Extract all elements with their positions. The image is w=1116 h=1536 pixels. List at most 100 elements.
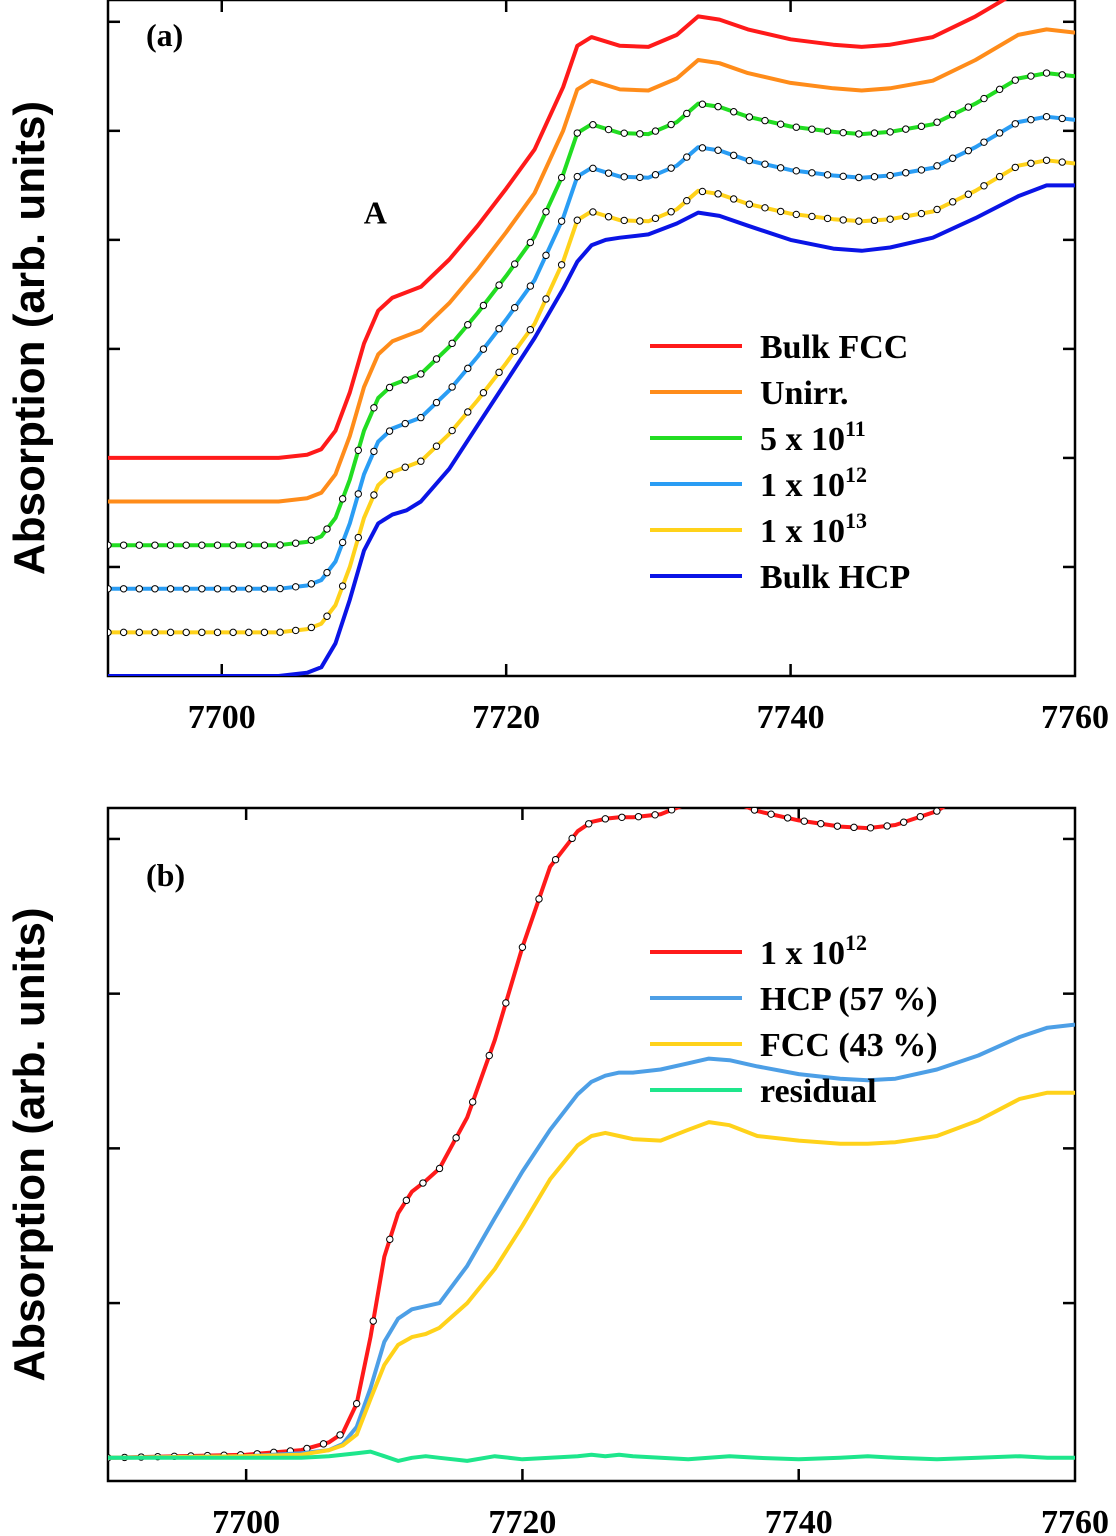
fit-marker xyxy=(108,585,112,593)
fit-marker xyxy=(783,814,792,822)
fit-marker xyxy=(495,368,503,377)
legend-label: residual xyxy=(760,1073,877,1110)
series-line-2 xyxy=(108,71,1075,548)
fit-marker xyxy=(573,216,581,224)
fit-marker xyxy=(417,370,425,378)
fit-marker xyxy=(792,123,800,131)
plot-frame xyxy=(106,0,1077,678)
fit-marker xyxy=(933,118,941,126)
fit-marker xyxy=(276,584,284,593)
fit-marker xyxy=(839,172,847,181)
fit-marker xyxy=(1011,163,1019,172)
fit-marker xyxy=(432,442,441,450)
fit-marker xyxy=(336,1431,344,1439)
x-tick-label: 7700 xyxy=(212,1504,280,1536)
panel-label: (a) xyxy=(146,17,183,53)
fit-marker xyxy=(370,447,378,456)
fit-marker xyxy=(902,212,910,221)
fit-marker xyxy=(980,182,988,190)
fit-marker xyxy=(432,398,441,407)
fit-marker xyxy=(1058,158,1066,166)
fit-marker xyxy=(401,376,409,384)
fit-marker xyxy=(589,121,597,129)
fit-marker xyxy=(573,129,581,137)
fit-marker xyxy=(745,200,754,208)
fit-marker xyxy=(135,585,143,593)
fit-marker xyxy=(604,125,613,134)
fit-marker xyxy=(917,122,926,131)
fit-marker xyxy=(542,208,550,216)
fit-marker xyxy=(995,172,1004,181)
fit-marker xyxy=(750,808,759,814)
fit-marker xyxy=(166,628,175,637)
fit-marker xyxy=(1027,159,1035,167)
plot-area xyxy=(108,0,1075,676)
fit-marker xyxy=(401,463,409,471)
fit-marker xyxy=(468,1098,477,1106)
fit-marker xyxy=(495,325,503,333)
fit-marker xyxy=(452,1134,460,1142)
fit-marker xyxy=(589,164,597,173)
x-tick-label: 7700 xyxy=(188,699,256,736)
fit-marker xyxy=(166,585,175,593)
fit-marker xyxy=(714,146,722,154)
fit-marker xyxy=(448,426,456,435)
fit-marker xyxy=(370,491,378,499)
fit-marker xyxy=(245,541,253,549)
fit-marker xyxy=(800,817,808,825)
fit-marker xyxy=(823,171,832,179)
fit-marker xyxy=(108,541,112,549)
fit-marker xyxy=(245,585,253,593)
fit-marker xyxy=(902,125,910,133)
fit-marker xyxy=(967,787,973,793)
fit-marker xyxy=(479,389,488,397)
fit-marker xyxy=(354,490,362,498)
fit-marker xyxy=(1027,115,1035,124)
fit-marker xyxy=(917,166,926,174)
fit-marker xyxy=(683,109,691,118)
fit-marker xyxy=(730,195,738,203)
fit-marker xyxy=(886,128,894,136)
series-line-4 xyxy=(108,158,1075,635)
panel-b: 7700 7720 7740 7760 Absorption (arb. units) (… xyxy=(5,750,1109,1536)
fit-marker xyxy=(589,208,597,216)
fit-marker xyxy=(745,156,754,165)
fit-marker xyxy=(761,160,769,168)
x-tick-label: 7760 xyxy=(1041,699,1109,736)
fit-marker xyxy=(182,585,190,593)
fit-marker xyxy=(949,110,957,119)
fit-marker xyxy=(866,824,875,832)
fit-marker xyxy=(119,541,128,549)
fit-marker xyxy=(808,212,816,221)
fit-marker xyxy=(557,261,566,269)
fit-marker xyxy=(735,800,741,806)
fit-marker xyxy=(229,585,237,593)
fit-marker xyxy=(730,108,738,116)
peak-label-A: A xyxy=(364,195,387,231)
fit-marker xyxy=(730,151,738,160)
legend-label: Bulk HCP xyxy=(760,559,910,596)
fit-marker xyxy=(511,260,519,268)
panel-label: (b) xyxy=(146,857,185,893)
fit-marker xyxy=(307,623,316,632)
fit-marker xyxy=(823,214,832,223)
fit-marker xyxy=(870,129,879,137)
fit-marker xyxy=(1033,750,1039,756)
fit-marker xyxy=(573,172,581,181)
series-line-2 xyxy=(108,1090,1075,1460)
fit-marker xyxy=(839,128,847,137)
fit-marker xyxy=(419,1179,427,1187)
fit-marker xyxy=(980,138,988,146)
fit-marker xyxy=(776,207,785,216)
legend-label: 1 x 1013 xyxy=(760,508,867,550)
fit-marker xyxy=(354,446,362,455)
fit-marker xyxy=(683,196,691,205)
fit-marker xyxy=(839,216,847,224)
fit-marker xyxy=(485,1051,493,1060)
fit-marker xyxy=(401,419,409,428)
fit-marker xyxy=(601,815,610,823)
fit-marker xyxy=(886,171,894,180)
fit-marker xyxy=(511,303,519,312)
fit-marker xyxy=(557,217,566,225)
